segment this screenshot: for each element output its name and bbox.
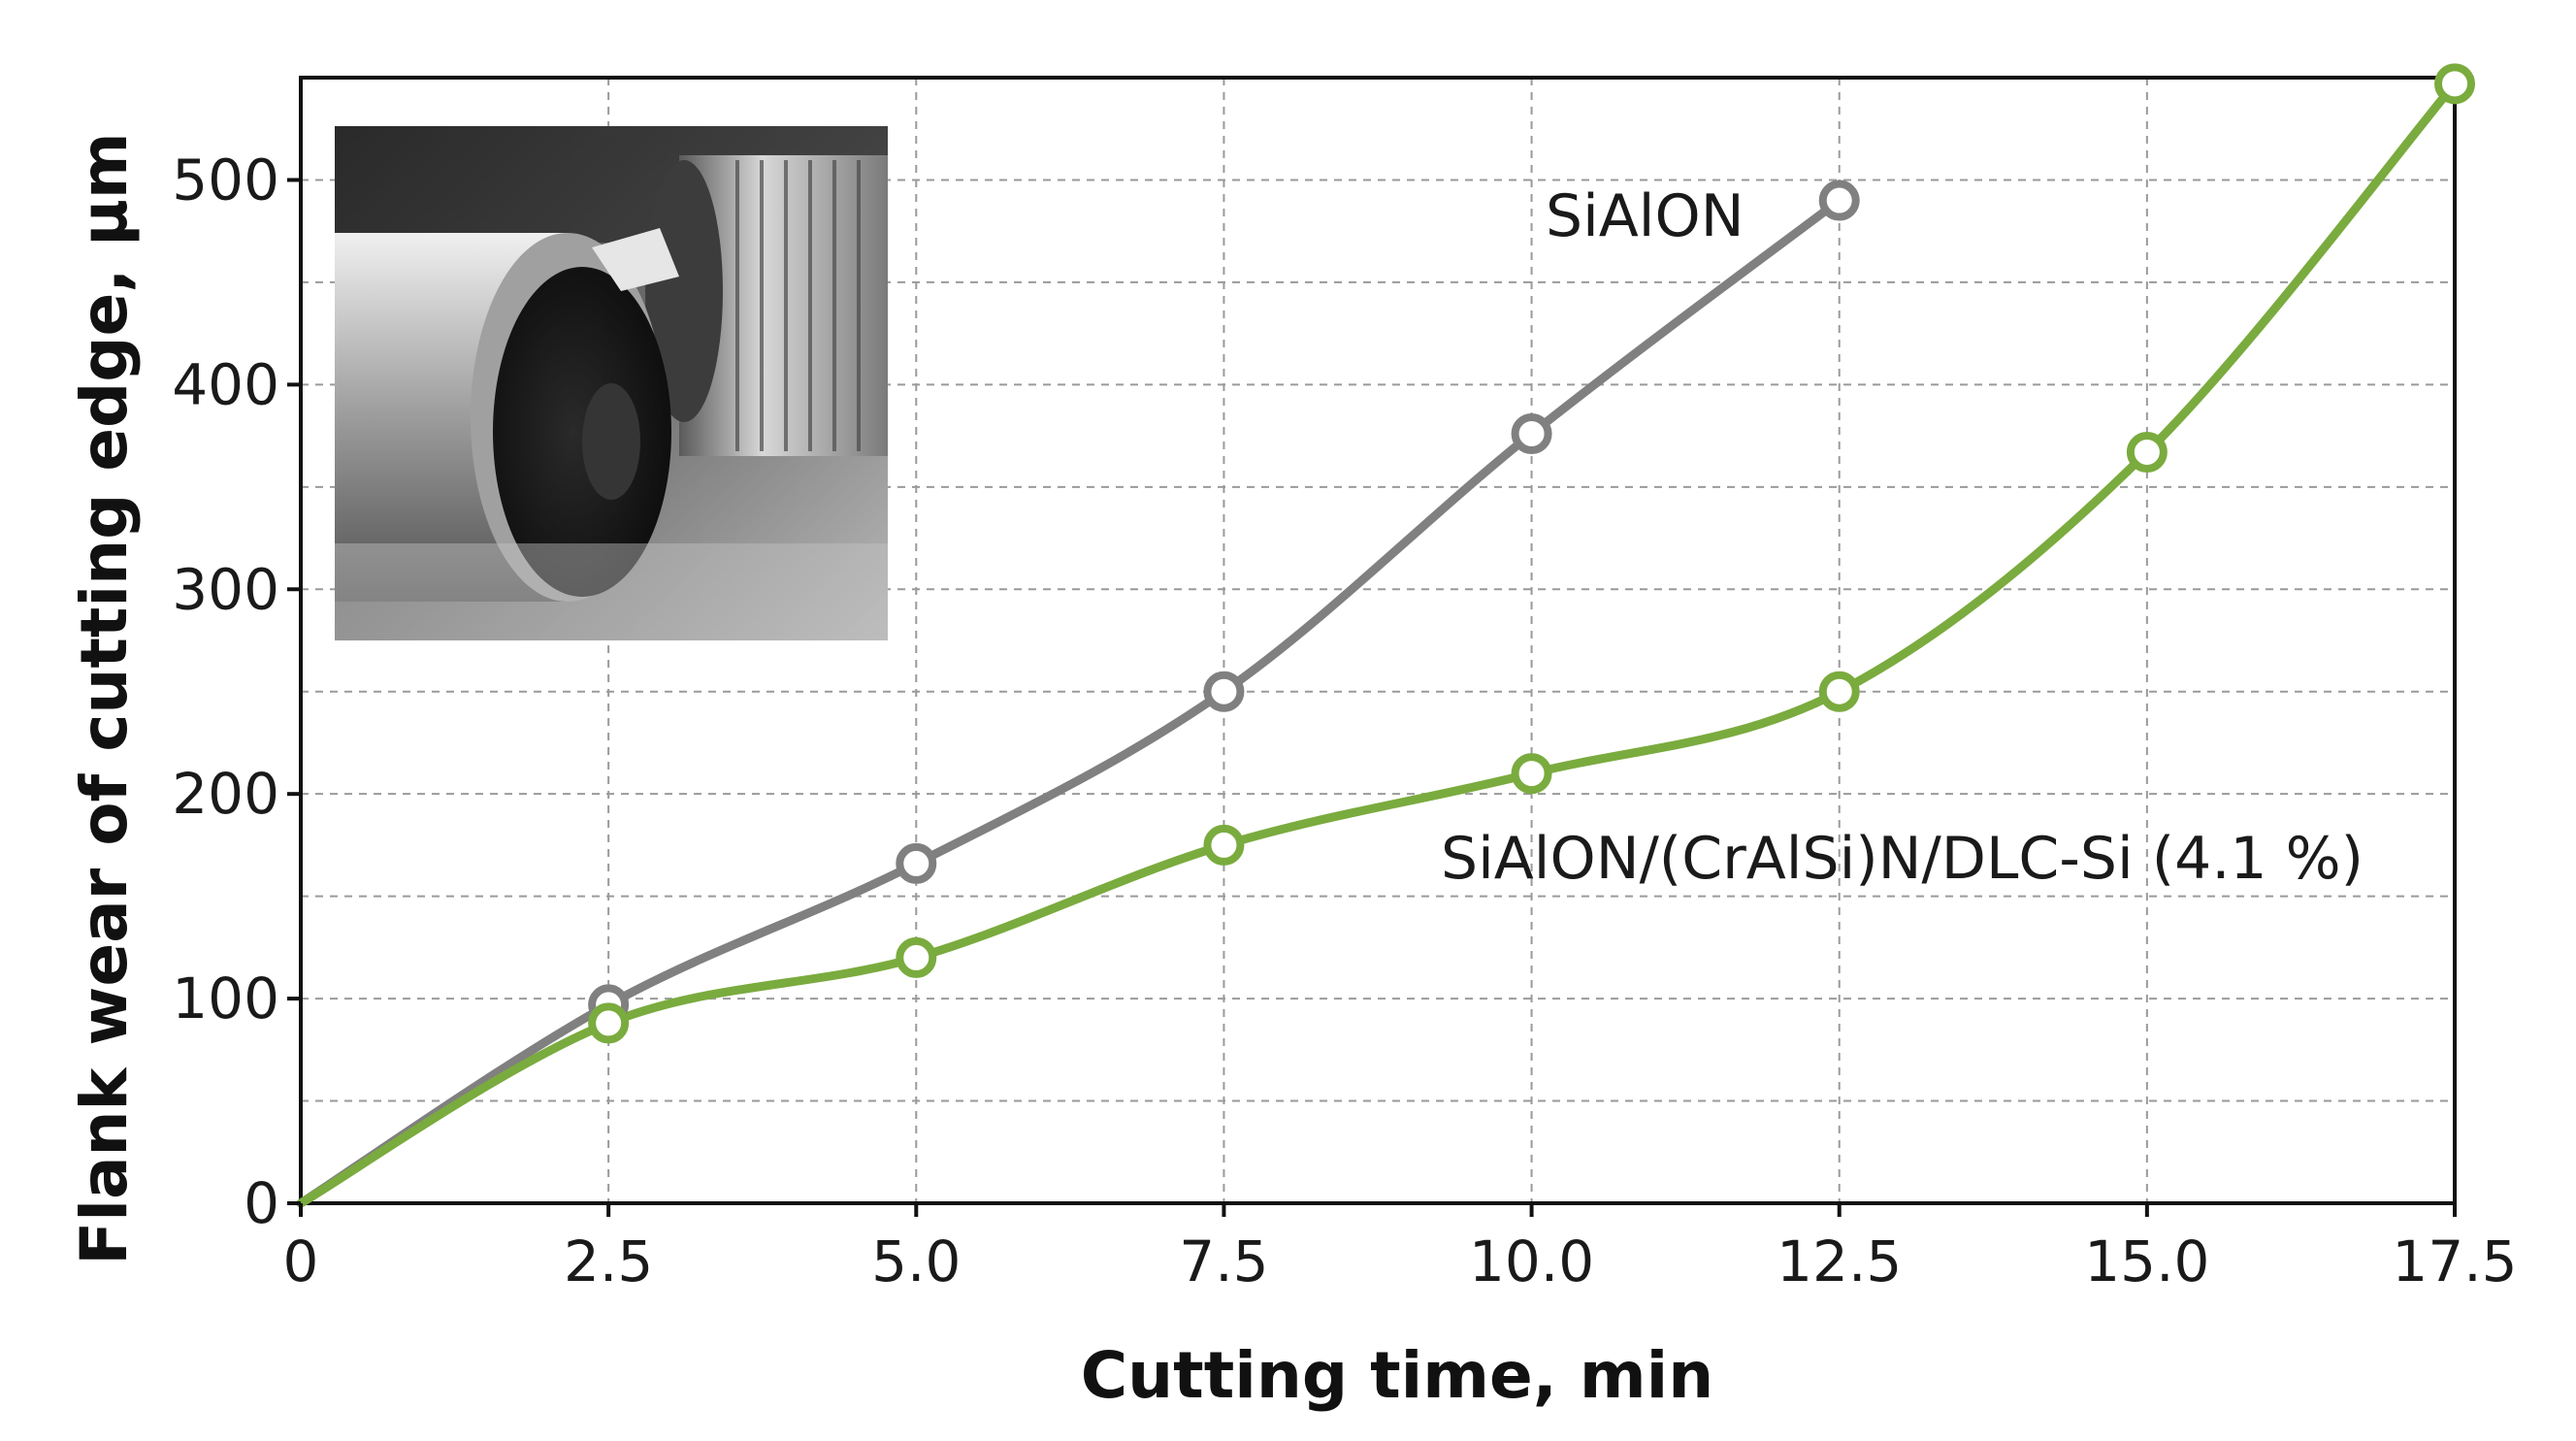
inset-photo	[335, 126, 888, 640]
series-label-sialon: SiAlON	[1546, 182, 1745, 250]
data-point-series-1	[588, 1002, 630, 1044]
x-tick-label: 15.0	[2084, 1228, 2209, 1294]
data-point-series-1	[1203, 824, 1245, 866]
data-point-series-0	[1203, 671, 1245, 712]
series-label-sialon-dlc: SiAlON/(CrAlSi)N/DLC-Si (4.1 %)	[1441, 825, 2364, 893]
x-tick-label: 2.5	[564, 1228, 653, 1294]
y-axis-title: Flank wear of cutting edge, μm	[67, 132, 142, 1264]
x-axis-title: Cutting time, min	[1081, 1338, 1714, 1413]
data-point-series-1	[1818, 671, 1860, 712]
x-tick-label: 10.0	[1469, 1228, 1594, 1294]
plot-frame	[299, 76, 2457, 1205]
data-point-series-1	[2126, 431, 2168, 473]
y-tick-label: 300	[172, 556, 279, 622]
data-point-series-1	[2434, 63, 2475, 105]
x-axis-ticks: 0 2.5 5.0 7.5 10.0 12.5 15.0 17.5	[283, 1203, 2518, 1294]
y-tick-label: 500	[172, 147, 279, 213]
x-tick-label: 17.5	[2392, 1228, 2517, 1294]
x-tick-label: 5.0	[871, 1228, 961, 1294]
data-point-series-1	[896, 936, 937, 978]
data-point-series-1	[1511, 753, 1552, 795]
y-axis-ticks: 0 100 200 300 400 500	[172, 147, 301, 1236]
grid-lines	[301, 78, 2455, 1203]
data-point-series-0	[896, 842, 937, 884]
x-tick-label: 12.5	[1777, 1228, 1902, 1294]
y-tick-label: 200	[172, 761, 279, 827]
x-tick-label: 7.5	[1179, 1228, 1268, 1294]
data-markers	[588, 63, 2475, 1044]
series-line-0	[296, 196, 1844, 1208]
y-tick-label: 100	[172, 966, 279, 1032]
data-point-series-0	[1818, 180, 1860, 221]
data-point-series-0	[1511, 412, 1552, 454]
x-tick-label: 0	[283, 1228, 319, 1294]
y-tick-label: 400	[172, 351, 279, 417]
y-tick-label: 0	[244, 1170, 279, 1236]
